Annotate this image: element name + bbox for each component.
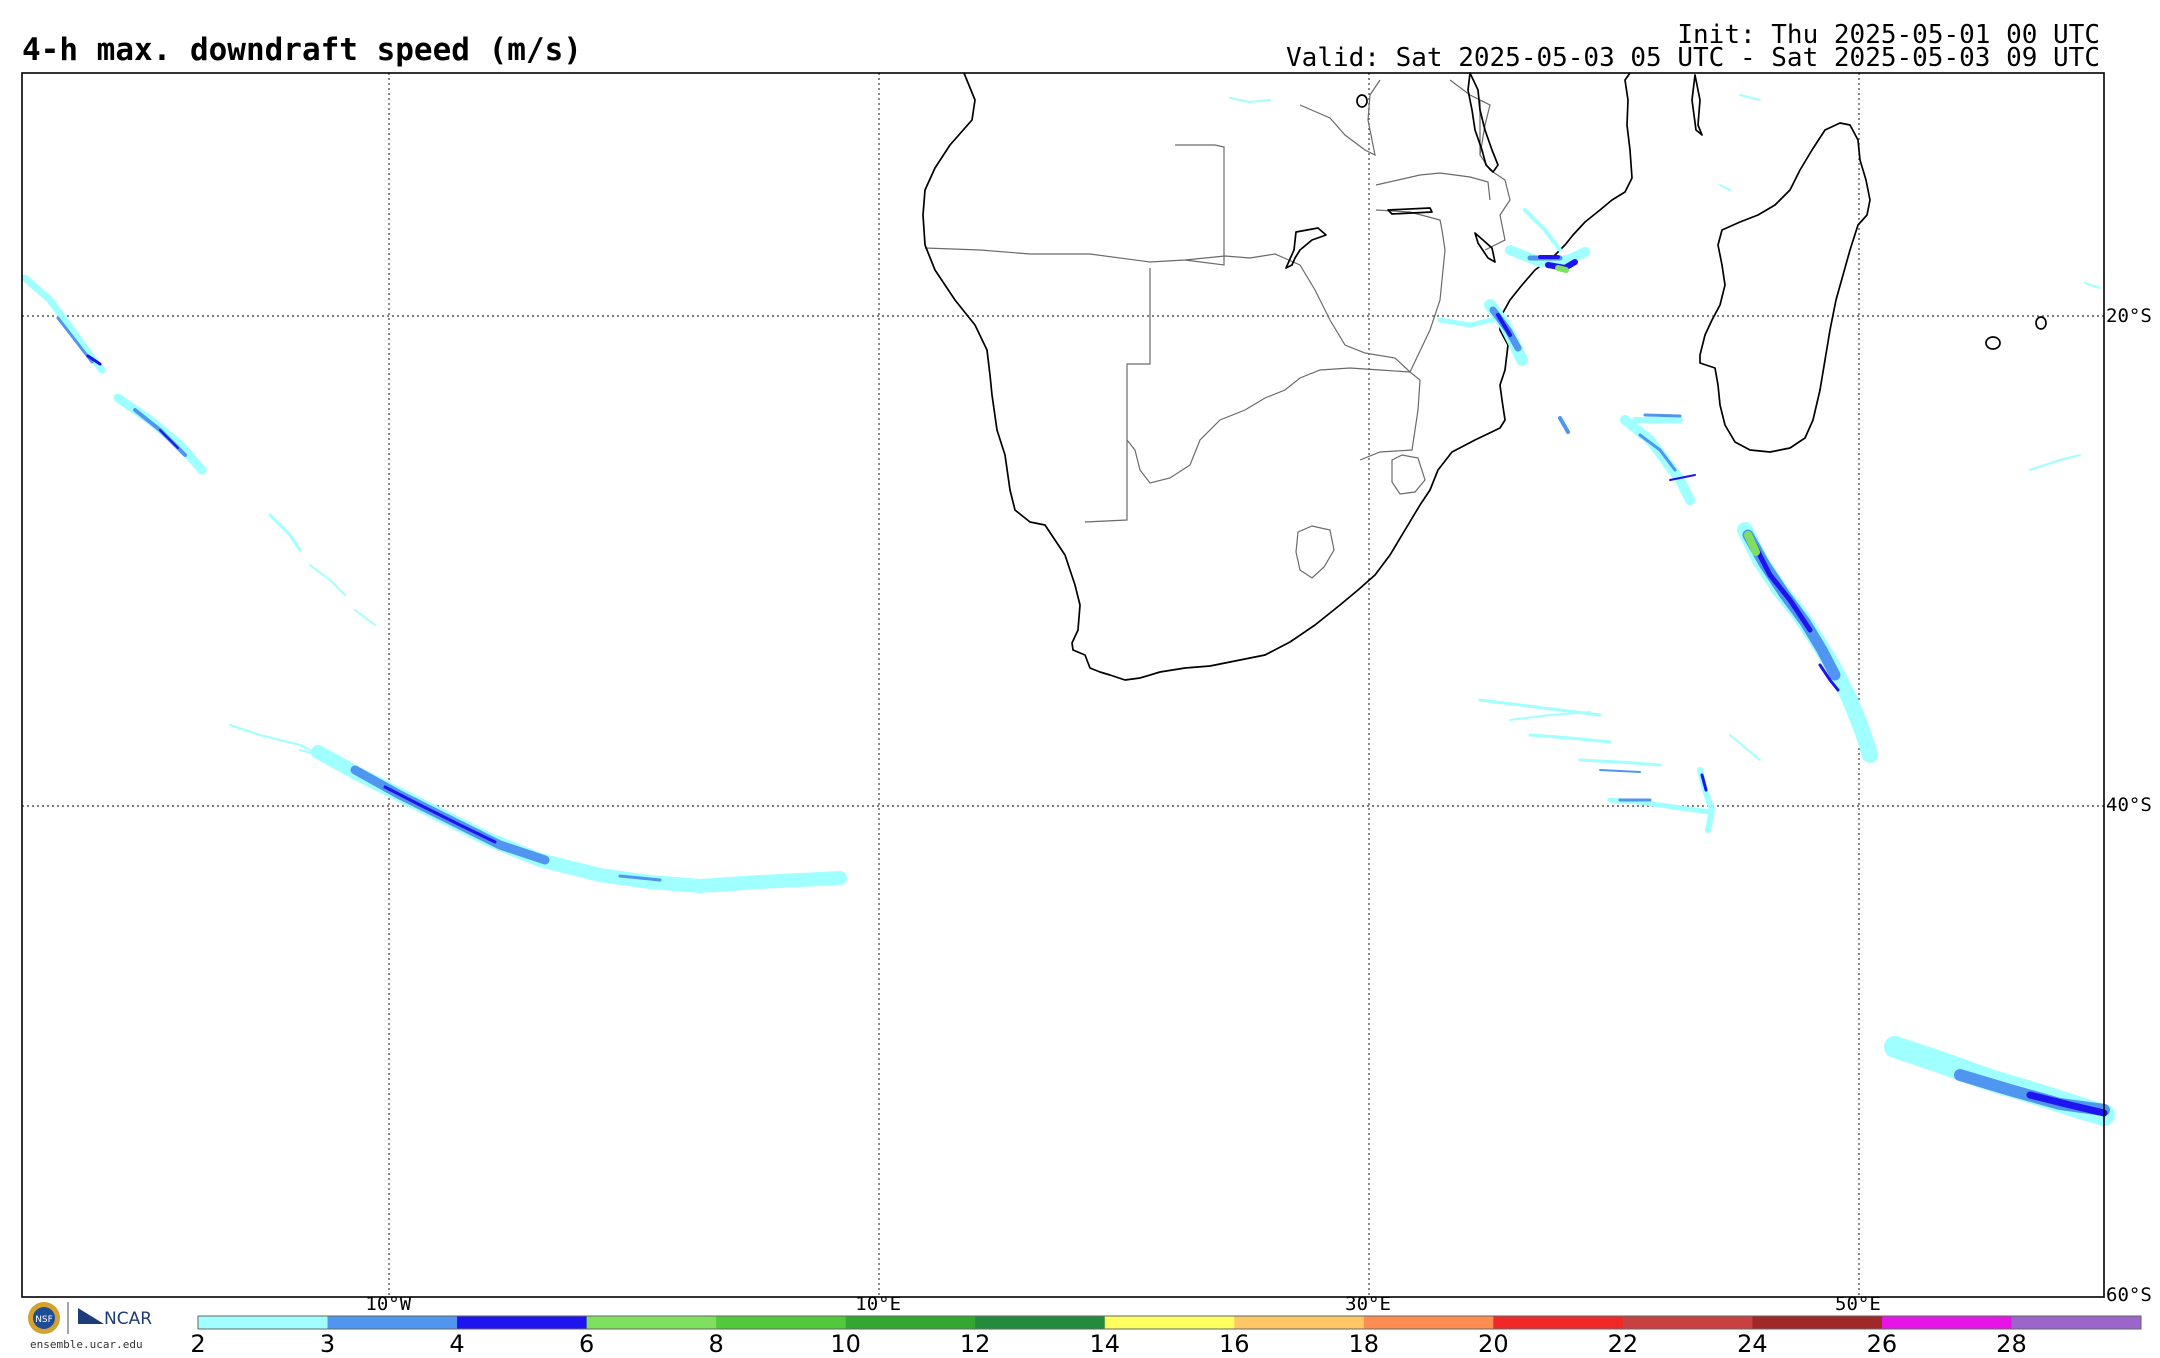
colorbar-swatch <box>975 1316 1106 1329</box>
nsf-logo: NSF <box>28 1302 60 1334</box>
colorbar-tick-label: 8 <box>708 1330 724 1358</box>
colorbar-tick-label: 24 <box>1737 1330 1768 1358</box>
colorbar-swatch <box>198 1316 329 1329</box>
colorbar-tick-label: 16 <box>1218 1330 1250 1358</box>
colorbar-border <box>197 1315 2142 1330</box>
colorbar-tick-label: 10 <box>830 1330 861 1358</box>
ncar-logo: NCAR <box>78 1308 152 1329</box>
colorbar-tick-label: 4 <box>449 1330 465 1358</box>
map-frame <box>21 72 2105 1298</box>
colorbar-tick-label: 14 <box>1089 1330 1120 1358</box>
colorbar-swatch <box>1234 1316 1365 1329</box>
colorbar-swatch <box>1622 1316 1753 1329</box>
svg-text:NCAR: NCAR <box>104 1309 152 1329</box>
colorbar-swatch <box>327 1316 458 1329</box>
coastlines <box>922 72 2047 681</box>
lake-cahora <box>1387 207 1433 215</box>
colorbar-swatch <box>2011 1316 2142 1329</box>
colorbar-tick-label: 6 <box>578 1330 595 1358</box>
lat-label: 20°S <box>2106 304 2152 327</box>
colorbar-swatch <box>1752 1316 1883 1329</box>
lake-malawi <box>1467 72 1499 173</box>
colorbar-tick-label: 26 <box>1866 1330 1898 1358</box>
colorbar-swatch <box>845 1316 976 1329</box>
site-url: ensemble.ucar.edu <box>30 1338 143 1351</box>
lake-kariba <box>1285 227 1327 269</box>
colorbar-tick-label: 12 <box>959 1330 991 1358</box>
madagascar-coast <box>1699 122 1871 453</box>
downdraft-shading <box>21 94 2115 1126</box>
lat-label: 60°S <box>2106 1284 2152 1306</box>
map-title: 4-h max. downdraft speed (m/s) <box>22 32 582 68</box>
colorbar-swatch <box>457 1316 588 1329</box>
lon-label: 10°E <box>855 1293 902 1315</box>
init-time: Init: Thu 2025-05-01 00 UTC <box>1677 20 2100 50</box>
colorbar-tick-label: 22 <box>1607 1330 1639 1358</box>
valid-time: Valid: Sat 2025-05-03 05 UTC - Sat 2025-… <box>1286 43 2100 73</box>
colorbar-swatch <box>1104 1316 1235 1329</box>
lon-label: 10°W <box>365 1293 412 1315</box>
gridlines <box>22 73 2104 1297</box>
country-borders <box>924 79 1511 579</box>
colorbar-swatch <box>1363 1316 1494 1329</box>
lat-label: 40°S <box>2106 794 2152 817</box>
colorbar-tick-label: 2 <box>190 1330 206 1358</box>
colorbar-tick-label: 3 <box>319 1330 336 1358</box>
colorbar-tick-label: 28 <box>1996 1330 2027 1358</box>
colorbar-tick-label: 18 <box>1348 1330 1380 1358</box>
colorbar-swatch <box>586 1316 717 1329</box>
colorbar-swatch <box>1881 1316 2012 1329</box>
colorbar <box>197 1315 2142 1330</box>
svg-text:NSF: NSF <box>35 1315 53 1325</box>
colorbar-swatch <box>716 1316 847 1329</box>
africa-coast <box>922 72 1633 681</box>
colorbar-swatch <box>1493 1316 1624 1329</box>
colorbar-tick-label: 20 <box>1478 1330 1509 1358</box>
lon-label: 50°E <box>1835 1293 1881 1315</box>
lon-label: 30°E <box>1345 1293 1391 1315</box>
